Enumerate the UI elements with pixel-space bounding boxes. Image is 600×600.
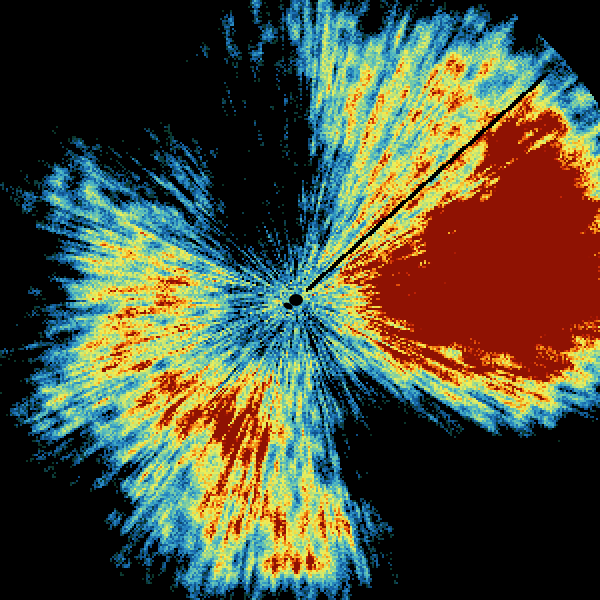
radar-reflectivity-canvas	[0, 0, 600, 600]
radar-image-viewport	[0, 0, 600, 600]
